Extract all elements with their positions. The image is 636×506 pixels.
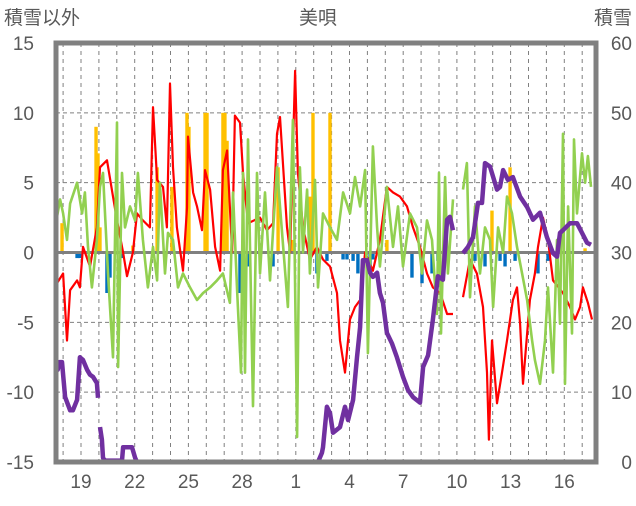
bar-positive bbox=[155, 167, 159, 253]
bar-positive bbox=[205, 112, 209, 253]
bar-positive bbox=[223, 112, 227, 253]
x-tick-label: 4 bbox=[344, 472, 355, 493]
y-tick-label-left: 5 bbox=[23, 174, 34, 195]
series-lines bbox=[53, 69, 594, 465]
bar-negative bbox=[108, 252, 112, 278]
bar-negative bbox=[78, 252, 82, 259]
x-tick-label: 1 bbox=[291, 472, 302, 493]
y-tick-label-right: 10 bbox=[611, 383, 632, 404]
bar-negative bbox=[75, 252, 79, 259]
bar-negative bbox=[483, 252, 487, 267]
y-tick-label-right: 50 bbox=[611, 104, 632, 125]
series-line-red bbox=[54, 69, 594, 441]
x-tick-label: 19 bbox=[70, 472, 91, 493]
x-tick-label: 28 bbox=[232, 472, 253, 493]
bar-positive bbox=[311, 112, 315, 253]
bar-negative bbox=[356, 252, 360, 274]
y-tick-label-right: 0 bbox=[621, 453, 632, 474]
x-tick-label: 22 bbox=[124, 472, 145, 493]
bar-positive bbox=[308, 196, 312, 253]
bar-negative bbox=[238, 252, 242, 294]
bar-negative bbox=[536, 252, 540, 274]
bar-negative bbox=[271, 252, 275, 267]
bar-positive bbox=[291, 239, 295, 253]
bar-negative bbox=[498, 252, 502, 261]
bar-negative bbox=[246, 252, 250, 267]
bar-negative bbox=[351, 252, 355, 261]
bar-negative bbox=[341, 252, 345, 260]
bar-negative bbox=[371, 252, 375, 260]
bar-negative bbox=[410, 252, 414, 278]
bar-negative bbox=[345, 252, 349, 260]
x-tick-label: 7 bbox=[398, 472, 409, 493]
chart-title: 美唄 bbox=[299, 7, 337, 29]
bar-negative bbox=[473, 252, 477, 261]
bar-positive bbox=[328, 112, 332, 253]
bar-positive bbox=[583, 248, 587, 253]
bar-positive bbox=[276, 167, 280, 253]
y-tick-label-right: 30 bbox=[611, 244, 632, 265]
bar-negative bbox=[503, 252, 507, 267]
bar-positive bbox=[94, 126, 98, 253]
x-tick-label: 10 bbox=[446, 472, 467, 493]
right-axis-title: 積雪 bbox=[594, 7, 632, 29]
y-tick-label-left: 0 bbox=[23, 244, 34, 265]
y-tick-label-right: 40 bbox=[611, 174, 632, 195]
y-tick-label-left: -5 bbox=[17, 313, 34, 334]
bar-positive bbox=[490, 210, 494, 253]
bar-positive bbox=[187, 126, 191, 253]
y-tick-label-left: 10 bbox=[13, 104, 34, 125]
series-line-purple bbox=[53, 160, 593, 465]
y-tick-label-right: 20 bbox=[611, 313, 632, 334]
y-tick-label-left: -15 bbox=[7, 453, 34, 474]
series-line-green bbox=[54, 118, 593, 439]
y-tick-label-left: 15 bbox=[13, 34, 34, 55]
bar-negative bbox=[120, 252, 124, 259]
bar-negative bbox=[513, 252, 517, 261]
bar-positive bbox=[60, 223, 64, 253]
left-axis-title: 積雪以外 bbox=[4, 7, 80, 29]
bar-negative bbox=[546, 252, 550, 261]
bar-positive bbox=[225, 140, 229, 253]
x-tick-label: 13 bbox=[500, 472, 521, 493]
bar-positive bbox=[170, 186, 174, 253]
bar-positive bbox=[98, 227, 102, 253]
bar-negative bbox=[325, 252, 329, 261]
y-tick-label-left: -10 bbox=[7, 383, 34, 404]
x-tick-label: 16 bbox=[554, 472, 575, 493]
x-tick-label: 25 bbox=[178, 472, 199, 493]
bar-positive bbox=[385, 239, 389, 253]
bar-negative bbox=[430, 252, 434, 274]
plot-frame bbox=[53, 40, 599, 465]
y-tick-label-right: 60 bbox=[611, 34, 632, 55]
